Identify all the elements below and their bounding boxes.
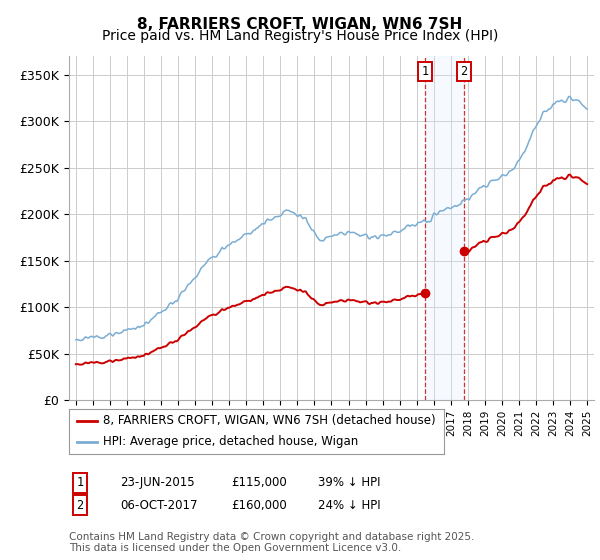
Text: 24% ↓ HPI: 24% ↓ HPI — [318, 498, 380, 512]
Text: Price paid vs. HM Land Registry's House Price Index (HPI): Price paid vs. HM Land Registry's House … — [102, 29, 498, 43]
Text: 2: 2 — [76, 498, 83, 512]
Text: Contains HM Land Registry data © Crown copyright and database right 2025.
This d: Contains HM Land Registry data © Crown c… — [69, 531, 475, 553]
Text: 39% ↓ HPI: 39% ↓ HPI — [318, 476, 380, 489]
Text: 06-OCT-2017: 06-OCT-2017 — [120, 498, 197, 512]
Text: 1: 1 — [76, 476, 83, 489]
Text: 1: 1 — [421, 65, 428, 78]
Text: 2: 2 — [460, 65, 467, 78]
Bar — [425, 56, 464, 400]
Text: 8, FARRIERS CROFT, WIGAN, WN6 7SH: 8, FARRIERS CROFT, WIGAN, WN6 7SH — [137, 17, 463, 32]
Text: £115,000: £115,000 — [231, 476, 287, 489]
Text: £160,000: £160,000 — [231, 498, 287, 512]
Text: 23-JUN-2015: 23-JUN-2015 — [120, 476, 194, 489]
Text: 8, FARRIERS CROFT, WIGAN, WN6 7SH (detached house): 8, FARRIERS CROFT, WIGAN, WN6 7SH (detac… — [103, 414, 436, 427]
Text: HPI: Average price, detached house, Wigan: HPI: Average price, detached house, Wiga… — [103, 435, 358, 448]
